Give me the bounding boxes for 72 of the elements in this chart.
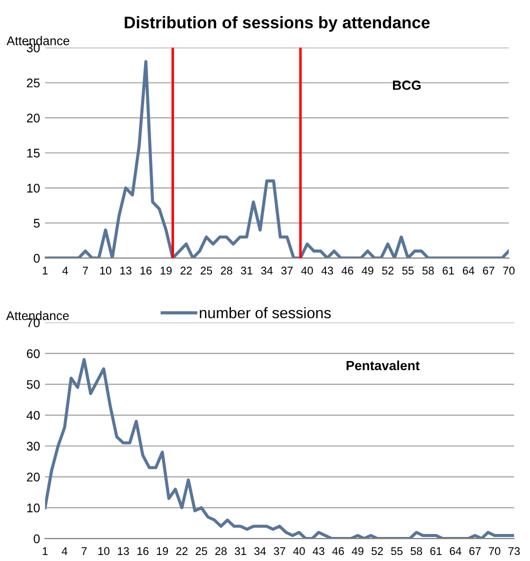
y-tick-label: 25 [26,78,40,88]
legend-label: number of sessions [200,307,331,318]
x-tick-label: 67 [483,266,494,275]
x-tick-label: 16 [140,266,152,275]
x-tick-label: 40 [301,266,313,275]
x-tick-label: 58 [422,266,434,275]
x-tick-label: 34 [261,266,273,275]
x-tick-label: 52 [372,547,383,556]
x-tick-label: 49 [362,266,374,275]
x-tick-label: 16 [137,547,148,556]
x-tick-label: 64 [462,266,474,275]
x-tick-label: 31 [240,266,252,275]
y-tick-label: 5 [34,218,40,228]
x-tick-label: 61 [442,266,454,275]
x-tick-label: 70 [503,266,515,275]
y-tick-label: 30 [26,43,40,52]
x-tick-label: 13 [118,547,129,556]
y-tick-label: 0 [34,254,40,263]
x-tick-label: 28 [220,266,232,275]
x-tick-label: 7 [82,547,87,555]
x-tick-label: 4 [62,547,68,555]
y-tick-label: 20 [26,472,40,482]
x-tick-label: 58 [410,547,422,556]
y-axis-title: Attendance [6,310,69,320]
x-tick-label: 13 [120,266,132,275]
x-tick-label: 67 [469,547,481,556]
x-tick-label: 28 [215,547,227,556]
y-tick-label: 70 [26,318,40,328]
x-tick-label: 52 [382,266,394,275]
x-tick-label: 31 [234,547,246,556]
y-tick-label: 10 [27,184,40,193]
x-tick-label: 46 [342,266,354,275]
x-tick-label: 37 [281,266,293,275]
x-tick-label: 49 [352,547,364,556]
y-axis-title: Attendance [6,36,70,46]
x-tick-label: 7 [82,266,88,274]
y-tick-label: 10 [27,504,40,512]
y-tick-label: 15 [27,148,40,158]
annotation: BCG [392,80,421,90]
x-tick-label: 10 [100,266,112,275]
x-tick-label: 46 [332,547,344,556]
x-tick-label: 43 [321,266,334,275]
x-tick-label: 55 [402,266,414,275]
x-tick-label: 70 [488,547,500,556]
y-tick-label: 0 [34,534,40,544]
x-tick-label: 37 [274,547,286,556]
x-tick-label: 25 [196,547,208,556]
x-tick-label: 40 [293,547,305,556]
line-series [45,358,514,539]
x-tick-label: 43 [312,547,324,556]
y-tick-label: 50 [26,380,40,389]
x-tick-label: 10 [98,547,110,556]
chart-title: Distribution of sessions by attendance [124,16,430,32]
line-series [45,60,509,258]
y-tick-label: 20 [26,114,40,122]
x-tick-label: 19 [160,266,172,275]
x-tick-label: 25 [200,266,212,275]
y-tick-label: 60 [26,349,40,358]
x-tick-label: 61 [430,547,442,556]
x-tick-label: 55 [391,547,403,556]
x-tick-label: 22 [176,547,188,555]
annotation: Pentavalent [346,360,420,370]
x-tick-label: 1 [42,547,48,555]
x-tick-label: 4 [62,266,68,274]
x-tick-label: 22 [180,266,192,274]
y-tick-label: 40 [26,410,40,420]
y-tick-label: 30 [26,442,40,451]
x-tick-label: 1 [42,266,48,274]
x-tick-label: 73 [508,547,520,556]
x-tick-label: 19 [156,547,168,556]
x-tick-label: 64 [450,547,462,556]
x-tick-label: 34 [254,547,266,556]
